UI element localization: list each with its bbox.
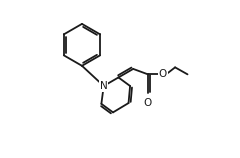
Text: N: N — [100, 81, 108, 91]
Text: O: O — [159, 69, 167, 79]
Text: O: O — [144, 98, 152, 108]
